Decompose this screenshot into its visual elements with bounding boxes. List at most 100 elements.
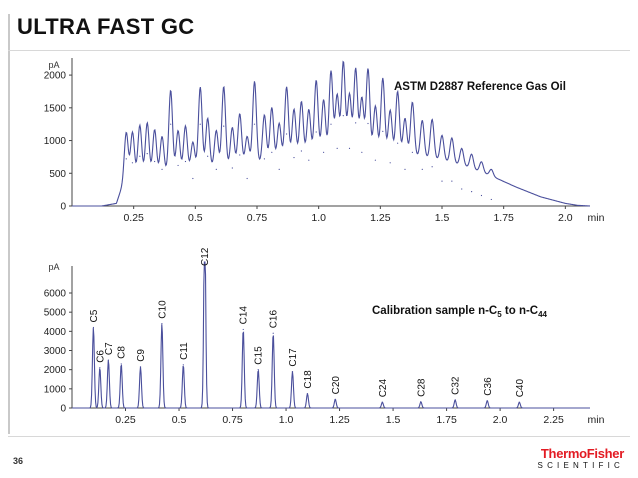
peak-label-c18: C18 xyxy=(303,370,314,389)
y-axis-label: pA xyxy=(48,262,59,272)
peak-label-c8: C8 xyxy=(117,346,128,359)
peak-point xyxy=(420,401,422,403)
peak-point xyxy=(107,359,109,361)
x-tick-label: 0.75 xyxy=(222,414,243,426)
thermo-fisher-logo: ThermoFisher SCIENTIFIC xyxy=(537,446,625,471)
peak-label-c15: C15 xyxy=(254,346,265,365)
x-tick-label: 0.25 xyxy=(123,212,144,224)
peak-label-c40: C40 xyxy=(515,379,526,398)
peak-point xyxy=(184,160,187,163)
top-chart: pA 0 500 1000 1500 2000 0.25 0.5 0.75 1.0 1.25 1.5 1… xyxy=(44,58,605,224)
logo-subtitle: SCIENTIFIC xyxy=(537,461,624,470)
bottom-chart-title: Calibration sample n-C5 to n-C44 xyxy=(372,305,548,319)
peak-point xyxy=(161,168,163,170)
x-tick-label: 0.75 xyxy=(247,212,268,224)
x-tick-label: 2.25 xyxy=(543,414,564,426)
peak-point xyxy=(215,168,217,170)
x-tick-label: 1.0 xyxy=(311,212,326,224)
title-mid: to n-C xyxy=(502,305,538,317)
y-tick-label: 1500 xyxy=(44,103,67,114)
peak-point xyxy=(382,130,384,132)
peak-point xyxy=(231,167,233,169)
peak-point xyxy=(397,142,399,144)
peak-point xyxy=(404,168,406,170)
title-sub-5: 5 xyxy=(497,310,502,319)
peak-point xyxy=(239,154,241,156)
peak-label-c36: C36 xyxy=(483,377,494,396)
peak-point xyxy=(154,160,156,163)
peak-point xyxy=(146,153,148,155)
peak-point xyxy=(336,147,338,149)
chromatogram-figure: pA 0 500 1000 1500 2000 0.25 0.5 0.75 1.0 1.25 1.5 1… xyxy=(32,58,622,433)
peak-label-c16: C16 xyxy=(269,310,280,329)
slide-title: ULTRA FAST GC xyxy=(17,14,195,39)
left-accent-bar xyxy=(8,14,10,434)
peak-point xyxy=(471,191,473,193)
peak-label-c9: C9 xyxy=(136,349,147,362)
y-axis-label: pA xyxy=(48,60,59,70)
title-divider xyxy=(8,50,630,51)
y-tick-label: 1000 xyxy=(44,136,67,147)
peak-label-c5: C5 xyxy=(89,309,100,322)
x-tick-label: 2.0 xyxy=(493,414,508,426)
y-tick-label: 4000 xyxy=(44,327,67,338)
peak-point xyxy=(207,155,209,157)
peak-point xyxy=(257,369,259,371)
peak-point xyxy=(293,156,295,159)
peak-label-c10: C10 xyxy=(157,300,168,319)
peak-point xyxy=(490,198,492,201)
x-tick-label: 1.75 xyxy=(436,414,457,426)
logo-wordmark: ThermoFisher xyxy=(540,446,624,461)
peak-point xyxy=(451,180,453,182)
peak-point xyxy=(454,399,456,401)
peak-point xyxy=(246,177,248,180)
peak-point xyxy=(278,168,280,170)
x-tick-label: 1.5 xyxy=(435,212,450,224)
peak-label-c17: C17 xyxy=(288,348,299,367)
peak-label-c7: C7 xyxy=(104,342,115,355)
peak-point xyxy=(431,166,433,168)
peak-point xyxy=(161,323,163,325)
peak-point xyxy=(342,115,344,117)
peak-point xyxy=(182,364,184,366)
x-tick-label: 1.75 xyxy=(493,212,514,224)
x-tick-label: 1.0 xyxy=(279,414,294,426)
peak-point xyxy=(125,158,127,160)
peak-point xyxy=(315,131,317,133)
page-number: 36 xyxy=(13,456,24,466)
x-tick-label: 2.0 xyxy=(558,212,573,224)
peak-point xyxy=(308,159,310,161)
x-tick-label: 0.25 xyxy=(115,414,136,426)
y-tick-label: 500 xyxy=(49,169,66,180)
peak-point xyxy=(204,261,206,263)
bottom-chart: pA 0 1000 2000 3000 4000 5000 6000 0.25 0.5 0.75 1.… xyxy=(44,247,605,426)
peak-point xyxy=(170,123,172,125)
y-tick-label: 3000 xyxy=(44,346,67,357)
y-tick-label: 1000 xyxy=(44,384,67,395)
peak-point xyxy=(421,168,423,170)
peak-point xyxy=(177,164,179,167)
peak-point xyxy=(120,363,122,365)
peak-label-c28: C28 xyxy=(416,378,427,397)
y-tick-label: 6000 xyxy=(44,289,67,300)
peak-point xyxy=(306,393,309,395)
x-tick-label: 0.5 xyxy=(172,414,187,426)
peak-point xyxy=(131,162,134,164)
peak-point xyxy=(323,151,325,153)
y-tick-label: 2000 xyxy=(44,365,67,376)
peak-point xyxy=(223,125,225,127)
footer-divider xyxy=(8,436,630,437)
chromatogram-trace xyxy=(72,261,590,409)
x-axis-unit: min xyxy=(588,414,605,426)
chromatogram-svg: pA 0 500 1000 1500 2000 0.25 0.5 0.75 1.0 1.25 1.5 1… xyxy=(44,58,605,426)
peak-point xyxy=(272,332,274,334)
peak-point xyxy=(461,188,463,190)
title-sub-44: 44 xyxy=(538,310,547,319)
top-chart-title: ASTM D2887 Reference Gas Oil xyxy=(394,81,566,93)
peak-point xyxy=(192,177,194,180)
y-tick-label: 0 xyxy=(60,404,66,415)
peak-label-c11: C11 xyxy=(179,342,190,360)
peak-point xyxy=(367,122,369,125)
peak-point xyxy=(263,158,265,160)
peak-label-c24: C24 xyxy=(378,379,389,398)
